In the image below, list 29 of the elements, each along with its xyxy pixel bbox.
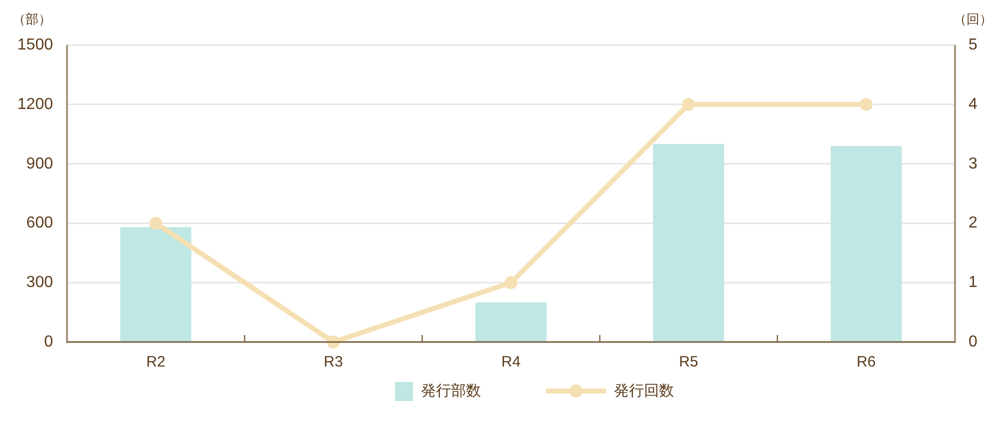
- y-tick-label: 1500: [17, 36, 54, 54]
- x-tick-label: R3: [324, 354, 343, 370]
- y2-tick-label: 3: [968, 155, 978, 172]
- y-tick-label: 900: [26, 155, 54, 172]
- x-tick-label: R4: [501, 354, 521, 370]
- y2-tick-label: 0: [968, 334, 978, 350]
- legend-label: 発行部数: [421, 382, 481, 400]
- y-tick-label: 600: [26, 214, 54, 232]
- x-tick-label: R6: [856, 354, 876, 370]
- y2-tick-label: 1: [968, 274, 978, 292]
- bar: [830, 146, 902, 342]
- point: [149, 216, 162, 230]
- y2-tick-label: 4: [968, 96, 978, 113]
- point: [504, 276, 518, 290]
- point: [860, 98, 873, 111]
- bar: [120, 227, 192, 342]
- x-tick-label: R2: [146, 354, 166, 370]
- y-tick-label: 1200: [17, 96, 54, 113]
- y2-tick-label: 2: [968, 214, 978, 232]
- x-tick-label: R5: [679, 354, 698, 370]
- bar: [475, 302, 547, 342]
- legend-label: 発行回数: [614, 382, 674, 400]
- y-axis-title: （部）: [12, 12, 52, 26]
- y2-axis-title: （回）: [954, 12, 992, 26]
- y2-tick-label: 5: [968, 36, 978, 54]
- bar: [653, 144, 724, 342]
- point: [682, 98, 696, 111]
- y-tick-label: 0: [44, 334, 54, 350]
- y-tick-label: 300: [26, 274, 54, 292]
